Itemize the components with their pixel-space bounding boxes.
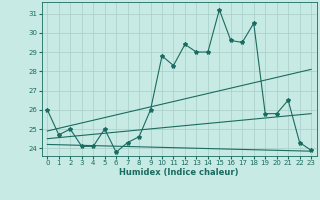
X-axis label: Humidex (Indice chaleur): Humidex (Indice chaleur) xyxy=(119,168,239,177)
